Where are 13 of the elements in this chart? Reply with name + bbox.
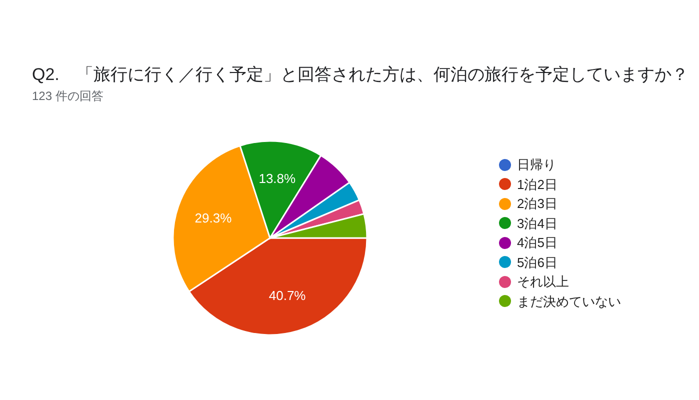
data-label: 29.3% [194, 210, 232, 226]
legend-label: 3泊4日 [517, 214, 558, 232]
text: 123 件の回答 [32, 88, 104, 105]
legend-label: 4泊5日 [517, 234, 558, 252]
legend-label: 5泊6日 [517, 254, 558, 272]
legend-label: 2泊3日 [517, 195, 558, 213]
legend-label: 日帰り [517, 156, 556, 174]
legend-label: 1泊2日 [517, 176, 558, 194]
data-label: 40.7% [268, 288, 306, 304]
legend-label: まだ決めていない [517, 292, 621, 310]
legend-label: それ以上 [517, 273, 569, 291]
data-label: 13.8% [258, 170, 296, 186]
chart-title: Q2. 「旅行に行く／行く予定」と回答された方は、何泊の旅行を予定していますか？ [32, 64, 688, 86]
